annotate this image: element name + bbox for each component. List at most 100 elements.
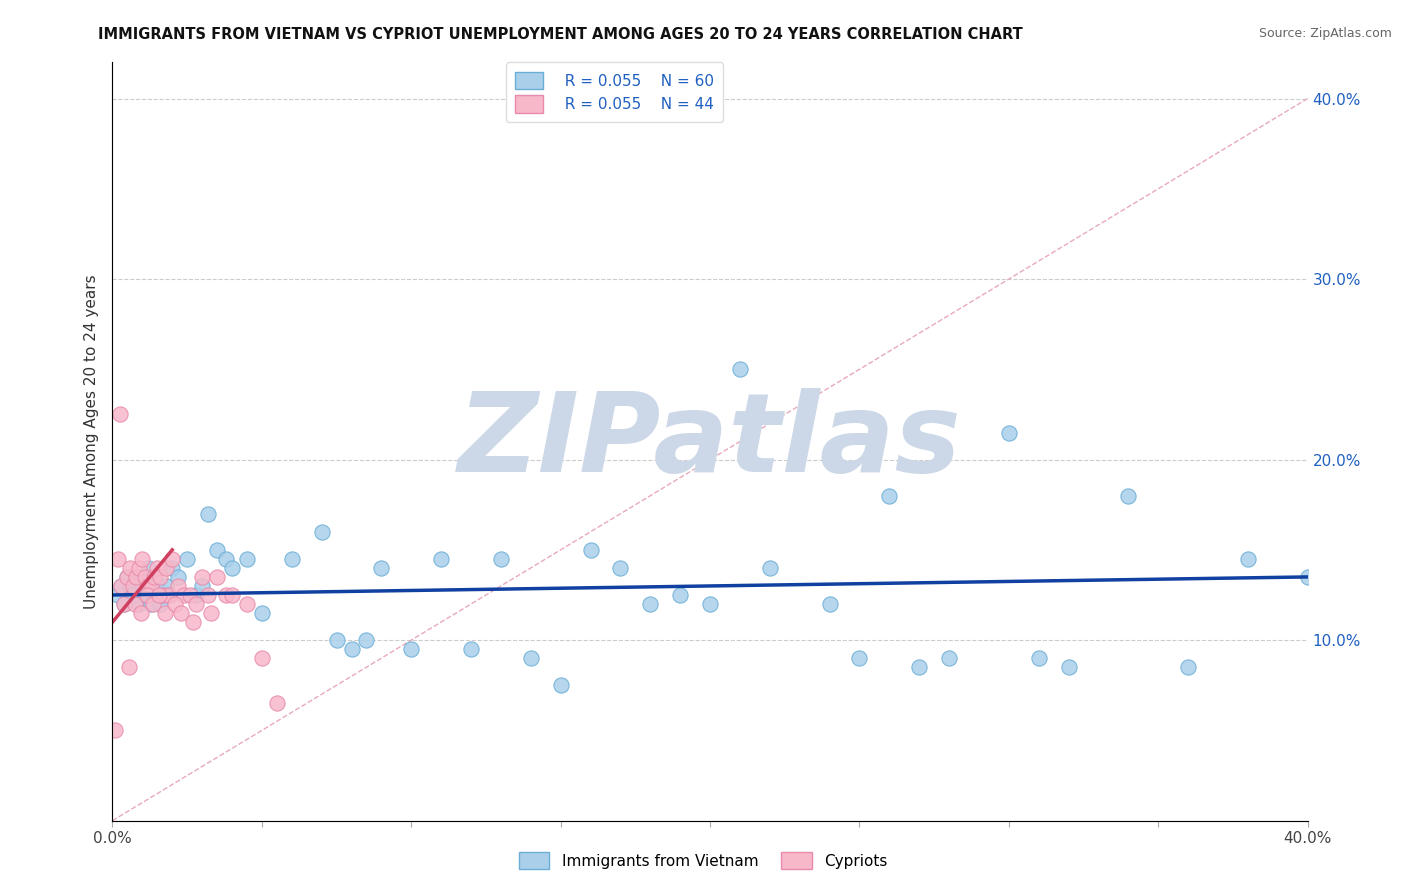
Point — [221, 561, 243, 575]
Point — [818, 597, 841, 611]
Point — [107, 588, 129, 602]
Point — [250, 651, 273, 665]
Point — [401, 642, 423, 657]
Point — [370, 561, 392, 575]
Point — [236, 552, 259, 566]
Legend: Immigrants from Vietnam, Cypriots: Immigrants from Vietnam, Cypriots — [513, 846, 893, 875]
Point — [157, 588, 180, 602]
Point — [131, 579, 153, 593]
Point — [148, 588, 170, 602]
Point — [167, 570, 190, 584]
Point — [205, 542, 228, 557]
Point — [759, 561, 782, 575]
Point — [250, 606, 273, 620]
Point — [215, 588, 238, 602]
Point — [179, 588, 201, 602]
Point — [191, 570, 214, 584]
Point — [699, 597, 721, 611]
Legend:   R = 0.055    N = 60,   R = 0.055    N = 44: R = 0.055 N = 60, R = 0.055 N = 44 — [506, 62, 723, 122]
Point — [146, 561, 169, 575]
Text: Source: ZipAtlas.com: Source: ZipAtlas.com — [1258, 27, 1392, 40]
Point — [107, 552, 129, 566]
Point — [520, 651, 543, 665]
Point — [340, 642, 363, 657]
Point — [155, 579, 177, 593]
Point — [186, 597, 208, 611]
Point — [129, 606, 152, 620]
Point — [1118, 489, 1140, 503]
Point — [134, 588, 156, 602]
Point — [236, 597, 259, 611]
Point — [356, 633, 378, 648]
Point — [122, 579, 145, 593]
Point — [143, 570, 166, 584]
Point — [128, 597, 150, 611]
Point — [311, 524, 333, 539]
Point — [128, 561, 150, 575]
Point — [325, 633, 347, 648]
Point — [938, 651, 960, 665]
Point — [1237, 552, 1260, 566]
Point — [200, 606, 222, 620]
Point — [1177, 660, 1199, 674]
Point — [167, 579, 190, 593]
Point — [879, 489, 901, 503]
Point — [138, 561, 160, 575]
Point — [998, 425, 1021, 440]
Point — [266, 696, 288, 710]
Point — [848, 651, 870, 665]
Point — [146, 579, 169, 593]
Point — [1057, 660, 1080, 674]
Point — [728, 362, 751, 376]
Point — [281, 552, 304, 566]
Text: ZIPatlas: ZIPatlas — [458, 388, 962, 495]
Point — [430, 552, 453, 566]
Point — [550, 678, 572, 692]
Point — [118, 660, 141, 674]
Point — [221, 588, 243, 602]
Point — [215, 552, 238, 566]
Y-axis label: Unemployment Among Ages 20 to 24 years: Unemployment Among Ages 20 to 24 years — [83, 274, 98, 609]
Point — [460, 642, 482, 657]
Point — [197, 507, 219, 521]
Point — [141, 579, 163, 593]
Point — [142, 597, 165, 611]
Point — [157, 588, 180, 602]
Point — [110, 579, 132, 593]
Point — [173, 588, 195, 602]
Point — [114, 597, 135, 611]
Point — [108, 408, 131, 422]
Point — [149, 597, 172, 611]
Point — [1296, 570, 1319, 584]
Point — [135, 588, 157, 602]
Point — [110, 579, 132, 593]
Point — [669, 588, 692, 602]
Point — [131, 552, 153, 566]
Point — [170, 606, 193, 620]
Point — [165, 597, 187, 611]
Point — [125, 570, 148, 584]
Point — [152, 588, 174, 602]
Point — [141, 597, 163, 611]
Point — [186, 588, 208, 602]
Point — [122, 588, 145, 602]
Point — [138, 579, 160, 593]
Point — [181, 615, 204, 629]
Point — [104, 723, 127, 738]
Point — [162, 561, 183, 575]
Point — [117, 570, 139, 584]
Point — [125, 570, 148, 584]
Point — [124, 597, 146, 611]
Point — [191, 579, 214, 593]
Point — [120, 579, 142, 593]
Point — [155, 561, 177, 575]
Point — [143, 570, 166, 584]
Point — [1028, 651, 1050, 665]
Point — [197, 588, 219, 602]
Point — [908, 660, 931, 674]
Point — [149, 570, 172, 584]
Point — [640, 597, 662, 611]
Point — [162, 552, 183, 566]
Point — [153, 606, 176, 620]
Point — [134, 570, 156, 584]
